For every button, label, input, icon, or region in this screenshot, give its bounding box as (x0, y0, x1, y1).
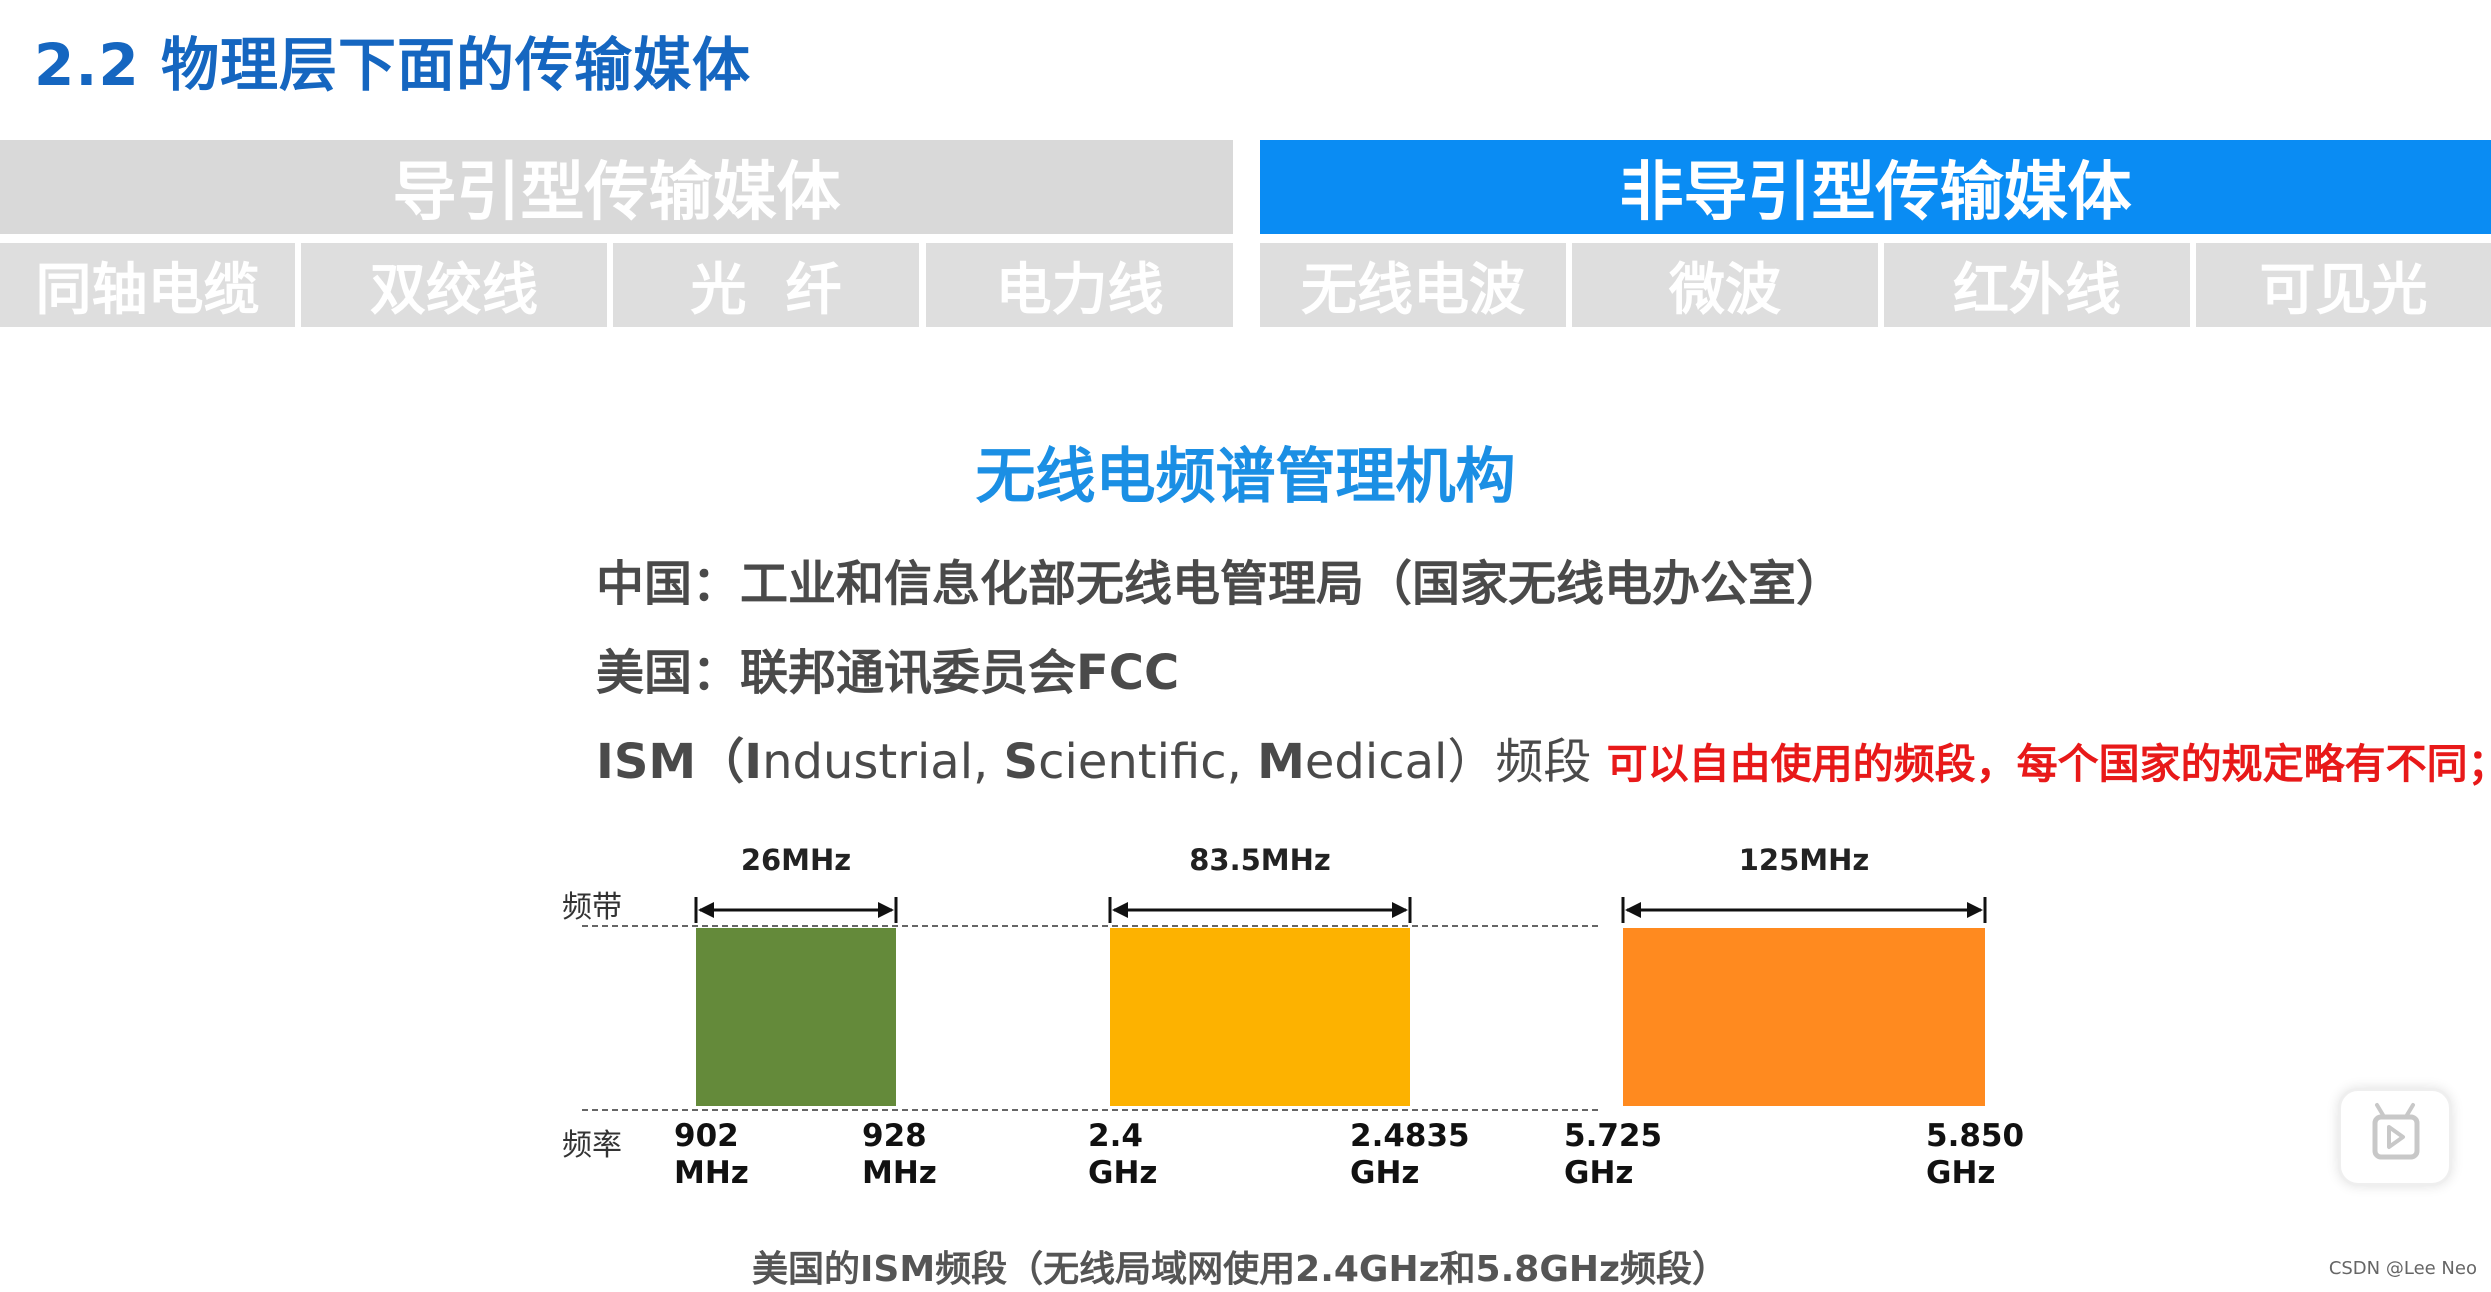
china-agency-line: 中国：工业和信息化部无线电管理局（国家无线电办公室） (596, 556, 1845, 612)
ism-industrial: ndustrial, (762, 734, 1004, 790)
ism-band-bar (1110, 928, 1410, 1106)
band-top-dashed-line (582, 925, 1598, 927)
ism-medical: edical）频段 (1304, 734, 1607, 790)
guided-item-powerline: 电力线 (926, 243, 1233, 327)
band-width-label: 125MHz (1738, 843, 1870, 877)
band-width-label: 83.5MHz (1189, 843, 1331, 877)
slide-title: 2.2 物理层下面的传输媒体 (34, 31, 751, 99)
ism-scientific: cientific, (1038, 734, 1258, 790)
unguided-item-visible-light: 可见光 (2196, 243, 2491, 327)
band-axis-label: 频带 (562, 890, 622, 925)
guided-media-header: 导引型传输媒体 (0, 140, 1233, 234)
guided-item-coax: 同轴电缆 (0, 243, 295, 327)
band-high-frequency-label: 5.850 GHz (1926, 1118, 2025, 1191)
band-width-arrow (1108, 897, 1412, 923)
band-low-frequency-label: 2.4 GHz (1088, 1118, 1158, 1191)
ism-i: I (744, 734, 763, 790)
band-width-arrow (1621, 897, 1987, 923)
band-high-frequency-label: 928 MHz (862, 1118, 937, 1191)
section-heading: 无线电频谱管理机构 (975, 442, 1516, 512)
ism-band-bar (1623, 928, 1985, 1106)
ism-band-bar (696, 928, 896, 1106)
guided-item-twisted-pair: 双绞线 (301, 243, 607, 327)
play-button[interactable] (2338, 1088, 2452, 1186)
ism-line: ISM（Industrial, Scientific, Medical）频段 可… (596, 722, 2491, 792)
ism-s: S (1003, 734, 1039, 790)
ism-m: M (1257, 734, 1305, 790)
ism-note: 可以自由使用的频段，每个国家的规定略有不同； (1606, 740, 2491, 788)
ism-prefix: ISM（ (596, 734, 745, 790)
band-bottom-dashed-line (582, 1109, 1598, 1111)
watermark: CSDN @Lee Neo (2328, 1258, 2477, 1279)
chart-caption: 美国的ISM频段（无线局域网使用2.4GHz和5.8GHz频段） (752, 1249, 1728, 1290)
band-width-label: 26MHz (740, 843, 852, 877)
unguided-item-microwave: 微波 (1572, 243, 1878, 327)
band-low-frequency-label: 902 MHz (674, 1118, 749, 1191)
band-width-arrow (694, 897, 898, 923)
ism-band-chart: 频带 频率 26MHz 902 MHz 928 MHz 83.5MHz 2.4 GHz 2.48… (560, 843, 2060, 1200)
play-icon (2372, 1103, 2420, 1160)
band-low-frequency-label: 5.725 GHz (1564, 1118, 1663, 1191)
usa-agency-line: 美国：联邦通讯委员会FCC (596, 645, 1180, 701)
frequency-axis-label: 频率 (562, 1128, 622, 1163)
unguided-item-radio: 无线电波 (1260, 243, 1566, 327)
band-high-frequency-label: 2.4835 GHz (1350, 1118, 1470, 1191)
unguided-media-header: 非导引型传输媒体 (1260, 140, 2491, 234)
unguided-item-infrared: 红外线 (1884, 243, 2190, 327)
guided-item-fiber: 光 纤 (613, 243, 919, 327)
